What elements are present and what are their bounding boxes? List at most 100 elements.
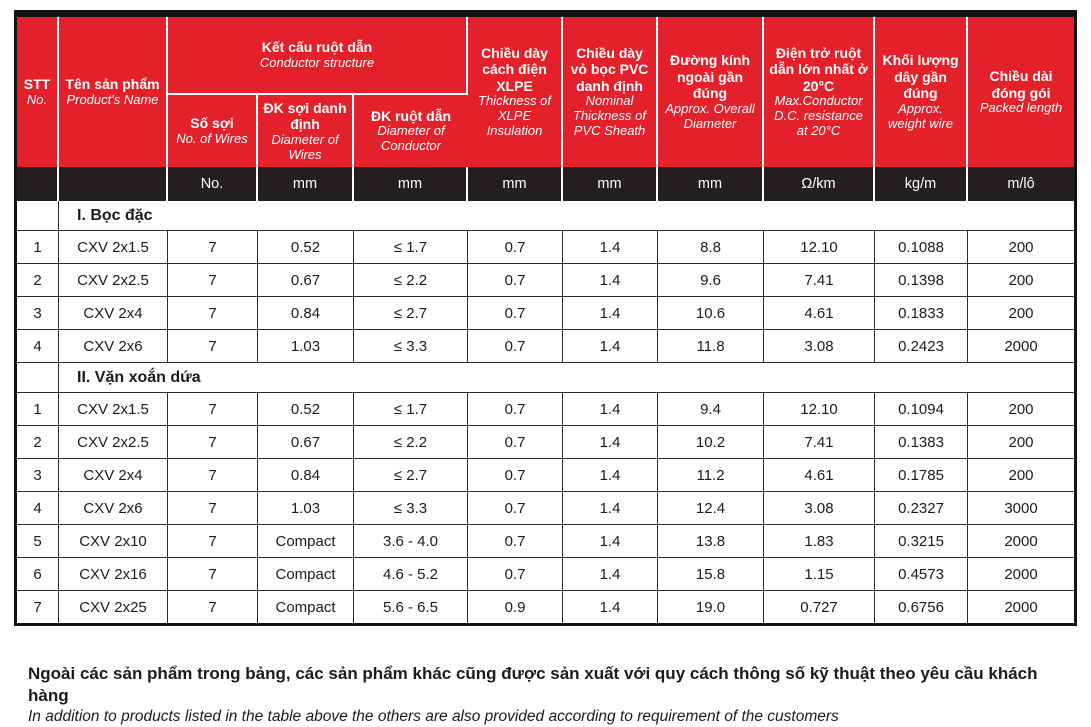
- footer-note: Ngoài các sản phẩm trong bảng, các sản p…: [28, 663, 1077, 727]
- table-cell: CXV 2x25: [59, 591, 168, 623]
- table-row: 2 CXV 2x2.5 7 0.67 ≤ 2.2 0.7 1.4 9.6 7.41 0.1398 2…: [17, 264, 1075, 297]
- table-cell: ≤ 2.7: [354, 297, 469, 330]
- table-cell: CXV 2x16: [59, 558, 168, 591]
- table-cell: 9.4: [658, 393, 765, 426]
- section-header-row: II. Vặn xoắn dứa: [17, 363, 1075, 393]
- col-header-wire-diameter: ĐK sợi danh định Diameter of Wires: [258, 95, 354, 167]
- table-cell: 10.2: [658, 426, 765, 459]
- table-cell: 7: [168, 591, 258, 623]
- section-stt-cell: [17, 363, 59, 393]
- unit-cell: mm: [354, 167, 469, 201]
- unit-cell: kg/m: [875, 167, 969, 201]
- unit-cell: mm: [468, 167, 564, 201]
- table-cell: 0.4573: [875, 558, 969, 591]
- table-cell: 1: [17, 393, 59, 426]
- table-cell: 4: [17, 492, 59, 525]
- table-cell: 0.7: [468, 525, 564, 558]
- table-cell: 2000: [968, 330, 1075, 363]
- header-vi: Chiều dày vỏ bọc PVC danh định: [570, 44, 649, 94]
- table-cell: 9.6: [658, 264, 765, 297]
- table-cell: 0.7: [468, 264, 564, 297]
- table-cell: 5: [17, 525, 59, 558]
- table-cell: 0.52: [258, 393, 354, 426]
- header-vi: Khối lượng dây gần đúng: [882, 52, 959, 102]
- table-cell: 0.7: [468, 330, 564, 363]
- header-en: Packed length: [979, 100, 1063, 116]
- table-cell: 0.7: [468, 459, 564, 492]
- unit-cell: Ω/km: [764, 167, 876, 201]
- table-cell: CXV 2x2.5: [59, 264, 168, 297]
- header-en: Nominal Thickness of PVC Sheath: [573, 93, 646, 139]
- header-en: Approx. weight wire: [888, 100, 954, 131]
- table-cell: 2: [17, 264, 59, 297]
- table-cell: 0.52: [258, 231, 354, 264]
- table-cell: 3000: [968, 492, 1075, 525]
- col-header-pvc-thickness: Chiều dày vỏ bọc PVC danh định Nominal T…: [563, 17, 659, 167]
- table-cell: ≤ 3.3: [354, 330, 469, 363]
- unit-cell: mm: [658, 167, 765, 201]
- product-spec-table: STT No. Tên sản phẩm Product's Name Kết …: [14, 10, 1078, 626]
- section-header-row: I. Bọc đặc: [17, 201, 1075, 231]
- table-cell: 1.4: [563, 264, 659, 297]
- table-row: 1 CXV 2x1.5 7 0.52 ≤ 1.7 0.7 1.4 9.4 12.10 0.1094…: [17, 393, 1075, 426]
- col-header-overall-diameter: Đường kính ngoài gần đúng Approx. Overal…: [658, 17, 765, 167]
- header-vi: STT: [23, 76, 51, 93]
- col-header-product-name: Tên sản phẩm Product's Name: [59, 17, 168, 167]
- unit-cell: mm: [563, 167, 659, 201]
- table-cell: CXV 2x1.5: [59, 231, 168, 264]
- table-cell: 7: [168, 393, 258, 426]
- col-header-xlpe-thickness: Chiều dày cách điện XLPE Thickness of XL…: [468, 17, 564, 167]
- table-cell: CXV 2x10: [59, 525, 168, 558]
- table-row: 7 CXV 2x25 7 Compact 5.6 - 6.5 0.9 1.4 19.0 0.72…: [17, 591, 1075, 623]
- table-cell: 200: [968, 297, 1075, 330]
- table-cell: 0.7: [468, 297, 564, 330]
- col-header-dc-resistance: Điện trở ruột dẫn lớn nhất ở 20°C Max.Co…: [764, 17, 876, 167]
- table-cell: 200: [968, 459, 1075, 492]
- col-header-conductor-diameter: ĐK ruột dẫn Diameter of Conductor: [354, 95, 469, 167]
- table-cell: 5.6 - 6.5: [354, 591, 469, 623]
- table-cell: 1.4: [563, 525, 659, 558]
- table-cell: 7.41: [764, 264, 876, 297]
- table-row: 4 CXV 2x6 7 1.03 ≤ 3.3 0.7 1.4 11.8 3.08 0.2423 20…: [17, 330, 1075, 363]
- table-cell: CXV 2x4: [59, 459, 168, 492]
- table-cell: 11.2: [658, 459, 765, 492]
- table-cell: 0.7: [468, 426, 564, 459]
- table-cell: ≤ 3.3: [354, 492, 469, 525]
- header-vi: ĐK sợi danh định: [263, 99, 347, 133]
- table-row: 2 CXV 2x2.5 7 0.67 ≤ 2.2 0.7 1.4 10.2 7.41 0.1383…: [17, 426, 1075, 459]
- table-cell: 0.67: [258, 426, 354, 459]
- table-cell: 4.61: [764, 297, 876, 330]
- table-cell: 7: [168, 558, 258, 591]
- table-cell: 0.1833: [875, 297, 969, 330]
- table-cell: ≤ 2.2: [354, 264, 469, 297]
- section-title: II. Vặn xoắn dứa: [59, 363, 1075, 393]
- header-en: Product's Name: [66, 91, 159, 107]
- table-cell: 0.727: [764, 591, 876, 623]
- table-cell: ≤ 2.2: [354, 426, 469, 459]
- table-header: STT No. Tên sản phẩm Product's Name Kết …: [17, 17, 1075, 201]
- table-cell: ≤ 1.7: [354, 393, 469, 426]
- table-cell: 0.2327: [875, 492, 969, 525]
- table-cell: 2: [17, 426, 59, 459]
- table-cell: 3.08: [764, 330, 876, 363]
- table-cell: 0.1785: [875, 459, 969, 492]
- table-cell: 0.7: [468, 558, 564, 591]
- header-en: Diameter of Conductor: [377, 123, 445, 154]
- table-cell: 0.7: [468, 492, 564, 525]
- table-cell: 0.84: [258, 297, 354, 330]
- table-cell: 19.0: [658, 591, 765, 623]
- table-cell: 7.41: [764, 426, 876, 459]
- table-cell: 2000: [968, 558, 1075, 591]
- header-vi: Kết cấu ruột dẫn: [261, 39, 373, 56]
- table-cell: 0.1088: [875, 231, 969, 264]
- table-cell: 1.4: [563, 492, 659, 525]
- table-row: 1 CXV 2x1.5 7 0.52 ≤ 1.7 0.7 1.4 8.8 12.10 0.1088…: [17, 231, 1075, 264]
- table-cell: Compact: [258, 591, 354, 623]
- table-cell: 4: [17, 330, 59, 363]
- table-cell: 1.03: [258, 492, 354, 525]
- footer-note-english: In addition to products listed in the ta…: [28, 708, 839, 726]
- table-cell: 0.1398: [875, 264, 969, 297]
- table-cell: 0.1094: [875, 393, 969, 426]
- table-cell: 1.03: [258, 330, 354, 363]
- table-cell: 12.4: [658, 492, 765, 525]
